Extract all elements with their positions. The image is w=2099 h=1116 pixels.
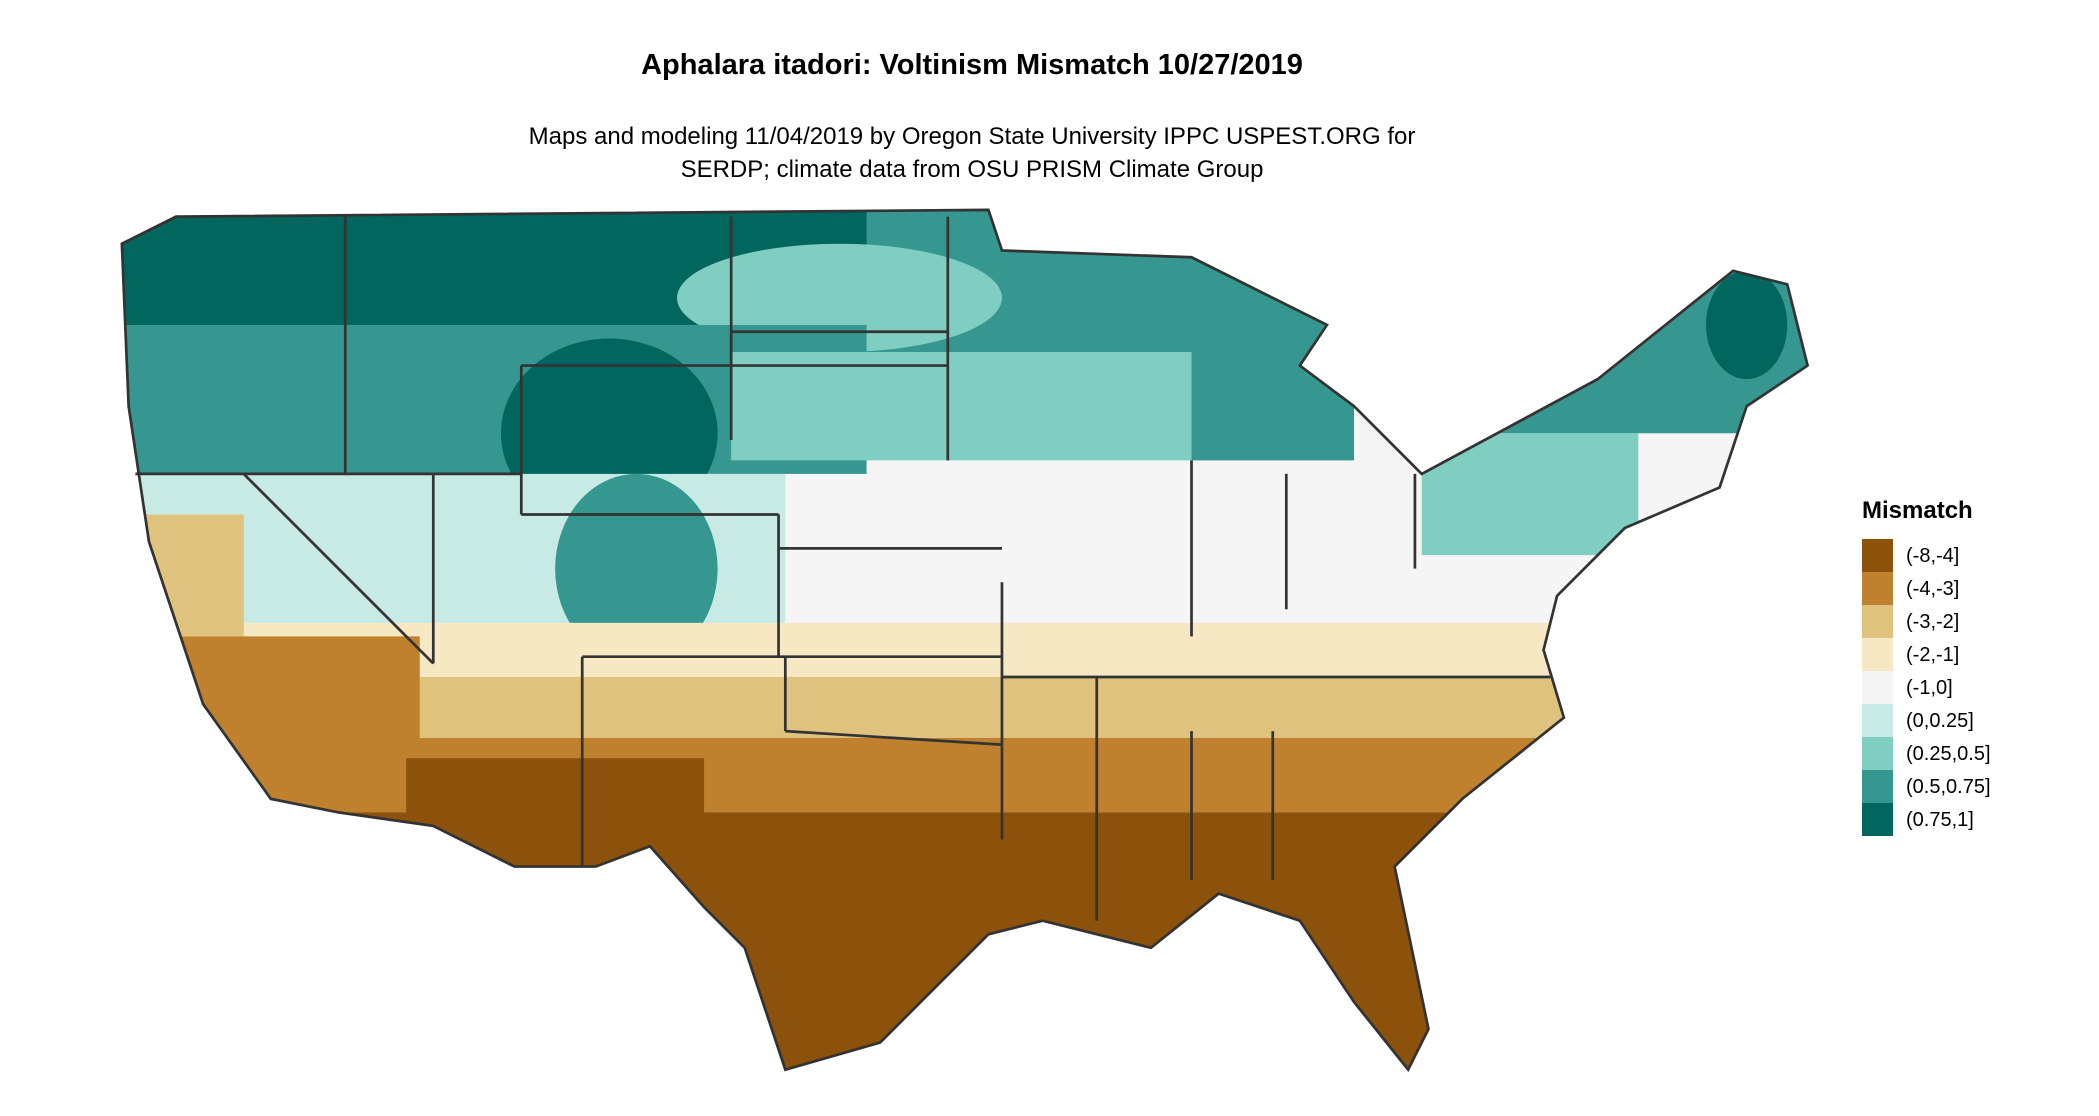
legend-swatch	[1862, 605, 1893, 638]
map-title: Aphalara itadori: Voltinism Mismatch 10/…	[641, 49, 1303, 81]
legend-swatch	[1862, 539, 1893, 572]
legend-swatch	[1862, 737, 1893, 770]
legend-label: (0.5,0.75]	[1906, 776, 1991, 798]
legend-swatch	[1862, 572, 1893, 605]
legend-label: (-3,-2]	[1906, 611, 1959, 633]
legend-swatch	[1862, 704, 1893, 737]
legend-label: (0.75,1]	[1906, 809, 1974, 831]
legend-swatch	[1862, 638, 1893, 671]
legend-swatch	[1862, 803, 1893, 836]
legend-label: (-8,-4]	[1906, 545, 1959, 567]
legend-label: (-4,-3]	[1906, 578, 1959, 600]
legend-label: (0,0.25]	[1906, 710, 1974, 732]
legend-title: Mismatch	[1862, 497, 1973, 524]
legend-label: (-1,0]	[1906, 677, 1953, 699]
legend-label: (0.25,0.5]	[1906, 743, 1991, 765]
map-subtitle: Maps and modeling 11/04/2019 by Oregon S…	[529, 123, 1416, 150]
legend: (-8,-4] (-4,-3] (-3,-2] (-2,-1] (-1,0] (0,0.2…	[1862, 539, 1991, 836]
legend-label: (-2,-1]	[1906, 644, 1959, 666]
map-subtitle: SERDP; climate data from OSU PRISM Clima…	[681, 156, 1264, 183]
legend-swatch	[1862, 671, 1893, 704]
us-map	[120, 208, 1810, 1073]
legend-swatch	[1862, 770, 1893, 803]
